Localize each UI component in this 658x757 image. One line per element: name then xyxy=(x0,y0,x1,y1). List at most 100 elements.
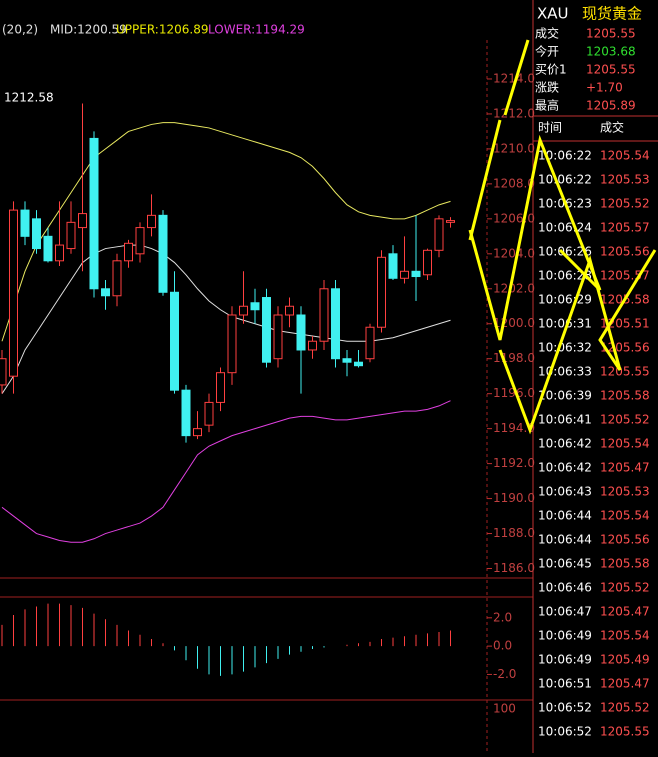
band-line xyxy=(1,122,451,342)
arrow xyxy=(468,119,502,241)
symbol-name: 现货黄金 xyxy=(582,5,642,23)
candle-body xyxy=(112,260,122,297)
trade-price: 1205.52 xyxy=(600,701,650,715)
candle-body xyxy=(204,401,214,426)
candle-body xyxy=(239,305,248,316)
candle-body xyxy=(400,270,409,279)
candle-body xyxy=(434,218,444,251)
y-tick-label: 1206.0 xyxy=(493,211,535,225)
candle-body xyxy=(32,218,41,250)
y-tick-label: 1186.0 xyxy=(493,561,535,575)
y-tick-label: 100 xyxy=(493,702,516,716)
y-tick-label: 2.0 xyxy=(493,610,512,624)
y-tick-label: 1210.0 xyxy=(493,141,535,155)
candle-body xyxy=(342,358,352,363)
arrow xyxy=(468,134,602,341)
candle-body xyxy=(193,428,202,437)
candle-body xyxy=(446,220,455,223)
trade-time: 10:06:41 xyxy=(538,413,592,427)
y-tick-label: 1196.0 xyxy=(493,386,535,400)
quote-value: 1203.68 xyxy=(586,45,636,59)
high-label: 1212.58 xyxy=(4,91,54,105)
band-line xyxy=(1,244,451,394)
y-tick-label: -2.0 xyxy=(493,667,516,681)
trade-price: 1205.52 xyxy=(600,581,650,595)
trade-price: 1205.53 xyxy=(600,173,650,187)
legend-mid: MID:1200.59 xyxy=(50,23,127,37)
symbol: XAU xyxy=(537,5,569,23)
trade-price: 1205.53 xyxy=(600,485,650,499)
trade-time: 10:06:44 xyxy=(538,509,592,523)
quote-value: +1.70 xyxy=(586,81,623,95)
candle-body xyxy=(135,227,145,255)
candle-body xyxy=(216,372,225,403)
candle-body xyxy=(20,209,30,237)
candle-body xyxy=(411,270,421,278)
trade-time: 10:06:42 xyxy=(538,437,592,451)
candle-body xyxy=(377,256,386,328)
trade-price: 1205.52 xyxy=(600,413,650,427)
candle-body xyxy=(365,326,375,360)
trade-price: 1205.58 xyxy=(600,557,650,571)
candle-body xyxy=(273,314,283,360)
candle-body xyxy=(101,288,110,297)
arrow xyxy=(503,39,530,116)
trade-time: 10:06:45 xyxy=(538,557,592,571)
band-line xyxy=(1,400,451,543)
y-tick-label: 1214.0 xyxy=(493,71,535,85)
trade-time: 10:06:49 xyxy=(538,653,592,667)
candle-body xyxy=(158,214,168,293)
trade-price: 1205.56 xyxy=(600,533,650,547)
candle-body xyxy=(170,291,179,391)
annotation-arrows xyxy=(468,39,657,435)
trade-time: 10:06:49 xyxy=(538,629,592,643)
candle-body xyxy=(147,214,156,229)
trade-price: 1205.54 xyxy=(600,149,650,163)
trade-time: 10:06:33 xyxy=(538,365,592,379)
legend-lower: LOWER:1194.29 xyxy=(208,23,305,37)
trade-time: 10:06:22 xyxy=(538,149,592,163)
candle-body xyxy=(66,221,76,250)
trade-time: 10:06:39 xyxy=(538,389,592,403)
candle-body xyxy=(0,358,7,386)
candle-body xyxy=(296,314,306,351)
trade-price: 1205.52 xyxy=(600,197,650,211)
y-tick-label: 1200.0 xyxy=(493,316,535,330)
trade-price: 1205.54 xyxy=(600,437,650,451)
trade-time: 10:06:24 xyxy=(538,221,592,235)
trade-price: 1205.57 xyxy=(600,221,650,235)
legend-params: (20,2) xyxy=(2,23,38,37)
y-tick-label: 1190.0 xyxy=(493,491,535,505)
candle-body xyxy=(124,242,133,262)
y-tick-label: 1198.0 xyxy=(493,351,535,365)
quote-label: 涨跌 xyxy=(535,80,559,95)
candle-body xyxy=(331,288,340,360)
trade-time: 10:06:31 xyxy=(538,317,592,331)
trade-time: 10:06:26 xyxy=(538,245,592,259)
trade-price: 1205.56 xyxy=(600,245,650,259)
trade-time: 10:06:52 xyxy=(538,701,592,715)
trade-price: 1205.54 xyxy=(600,629,650,643)
trade-time: 10:06:51 xyxy=(538,677,592,691)
y-tick-label: 1194.0 xyxy=(493,421,535,435)
arrow xyxy=(498,249,657,435)
candle-body xyxy=(262,297,271,363)
candle-body xyxy=(9,209,18,377)
trade-time: 10:06:52 xyxy=(538,725,592,739)
trade-price: 1205.47 xyxy=(600,461,650,475)
trade-price: 1205.47 xyxy=(600,677,650,691)
trades-header: 时间 xyxy=(538,121,562,135)
candle-body xyxy=(308,340,317,351)
trade-price: 1205.55 xyxy=(600,725,650,739)
trade-price: 1205.49 xyxy=(600,653,650,667)
candle-body xyxy=(285,305,294,316)
trade-time: 10:06:46 xyxy=(538,581,592,595)
candle-body xyxy=(89,137,99,290)
candle-body xyxy=(181,389,191,437)
y-tick-label: 1202.0 xyxy=(493,281,535,295)
trade-time: 10:06:32 xyxy=(538,341,592,355)
candle-body xyxy=(423,249,432,276)
trades-header: 成交 xyxy=(600,120,624,135)
